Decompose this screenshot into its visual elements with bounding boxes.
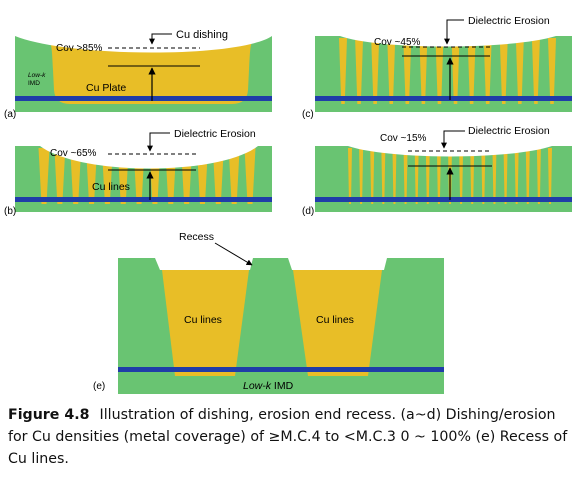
cu-line bbox=[548, 148, 552, 204]
panel-letter: (c) bbox=[302, 109, 314, 120]
cu-line bbox=[244, 148, 256, 204]
cu-line bbox=[435, 38, 444, 104]
barrier-line bbox=[15, 96, 272, 101]
dielectric-erosion-label: Dielectric Erosion bbox=[174, 128, 256, 140]
cu-line bbox=[339, 38, 347, 104]
cu-line bbox=[38, 148, 50, 204]
barrier-line bbox=[315, 96, 572, 101]
barrier-line bbox=[15, 197, 272, 202]
cu-line-right bbox=[293, 270, 382, 376]
cu-plate-label: Cu Plate bbox=[86, 82, 126, 94]
cu-line bbox=[499, 38, 508, 104]
cu-line bbox=[531, 38, 540, 104]
dielectric-erosion-label: Dielectric Erosion bbox=[468, 125, 550, 137]
cu-line-group bbox=[339, 38, 556, 104]
cu-line bbox=[548, 38, 556, 104]
recess-label: Recess bbox=[179, 231, 214, 243]
cu-lines-label-left: Cu lines bbox=[184, 314, 222, 326]
cu-dishing-label: Cu dishing bbox=[176, 29, 228, 41]
cu-line bbox=[525, 148, 530, 204]
barrier-line bbox=[315, 197, 572, 202]
cu-line bbox=[492, 148, 497, 204]
cu-line bbox=[536, 148, 541, 204]
cu-line bbox=[470, 148, 475, 204]
cu-line bbox=[381, 148, 386, 204]
cu-line bbox=[481, 148, 486, 204]
barrier-line bbox=[118, 367, 444, 372]
panel-d: Dielectric Erosion Cov ~15% (d) bbox=[302, 125, 572, 217]
imd-label: IMD bbox=[28, 80, 40, 87]
cu-line bbox=[483, 38, 492, 104]
erosion-surface bbox=[340, 30, 556, 47]
cu-line bbox=[348, 148, 352, 204]
cu-lines-label: Cu lines bbox=[92, 181, 130, 193]
recess-cut-right bbox=[288, 258, 387, 270]
cu-line bbox=[403, 148, 408, 204]
cu-line bbox=[387, 38, 396, 104]
cu-line bbox=[451, 38, 460, 104]
recess-cut-left bbox=[155, 258, 253, 270]
dielectric-erosion-label: Dielectric Erosion bbox=[468, 15, 550, 27]
cu-line bbox=[392, 148, 397, 204]
panel-e: Recess Cu lines Cu lines Low-k IMD (e) bbox=[93, 231, 444, 394]
cu-line bbox=[503, 148, 508, 204]
cu-line-left bbox=[162, 270, 249, 376]
panel-c: Dielectric Erosion Cov ~45% (c) bbox=[302, 15, 572, 120]
cu-line bbox=[355, 38, 364, 104]
cu-line bbox=[436, 148, 441, 204]
cu-line bbox=[54, 148, 66, 204]
cu-line-group bbox=[348, 148, 552, 204]
panel-letter: (d) bbox=[302, 206, 314, 217]
cu-line bbox=[359, 148, 364, 204]
low-k-label: Low-k bbox=[28, 72, 46, 79]
panel-a: Cu dishing Cov >85% Low-k IMD Cu Plate (… bbox=[4, 26, 272, 120]
cu-line bbox=[515, 38, 524, 104]
cu-line bbox=[459, 148, 464, 204]
cu-line bbox=[425, 148, 430, 204]
panel-letter: (b) bbox=[4, 206, 16, 217]
cu-line bbox=[371, 38, 380, 104]
cu-line bbox=[414, 148, 419, 204]
coverage-label: Cov ~45% bbox=[374, 37, 421, 48]
erosion-surface bbox=[40, 140, 258, 169]
caption-text: Illustration of dishing, erosion end rec… bbox=[8, 407, 568, 467]
cu-line bbox=[419, 38, 428, 104]
panel-letter: (e) bbox=[93, 381, 105, 392]
low-k-imd-label: Low-k IMD bbox=[243, 380, 294, 392]
cu-line bbox=[228, 148, 240, 204]
cu-line bbox=[514, 148, 519, 204]
panel-b: Dielectric Erosion Cov ~65% Cu lines (b) bbox=[4, 128, 272, 217]
dishing-erosion-figure: Cu dishing Cov >85% Low-k IMD Cu Plate (… bbox=[4, 15, 572, 394]
cu-line bbox=[370, 148, 375, 204]
cu-line bbox=[403, 38, 412, 104]
cu-lines-label-right: Cu lines bbox=[316, 314, 354, 326]
panel-letter: (a) bbox=[4, 109, 16, 120]
figure-label: Figure 4.8 bbox=[8, 407, 90, 423]
recess-arrow bbox=[214, 242, 253, 266]
coverage-label: Cov ~65% bbox=[50, 148, 97, 159]
coverage-label: Cov >85% bbox=[56, 43, 103, 54]
figure-caption: Figure 4.8 Illustration of dishing, erosi… bbox=[8, 404, 576, 470]
cu-line bbox=[467, 38, 476, 104]
erosion-surface bbox=[348, 140, 552, 157]
cu-line bbox=[70, 148, 82, 204]
coverage-label: Cov ~15% bbox=[380, 133, 427, 144]
